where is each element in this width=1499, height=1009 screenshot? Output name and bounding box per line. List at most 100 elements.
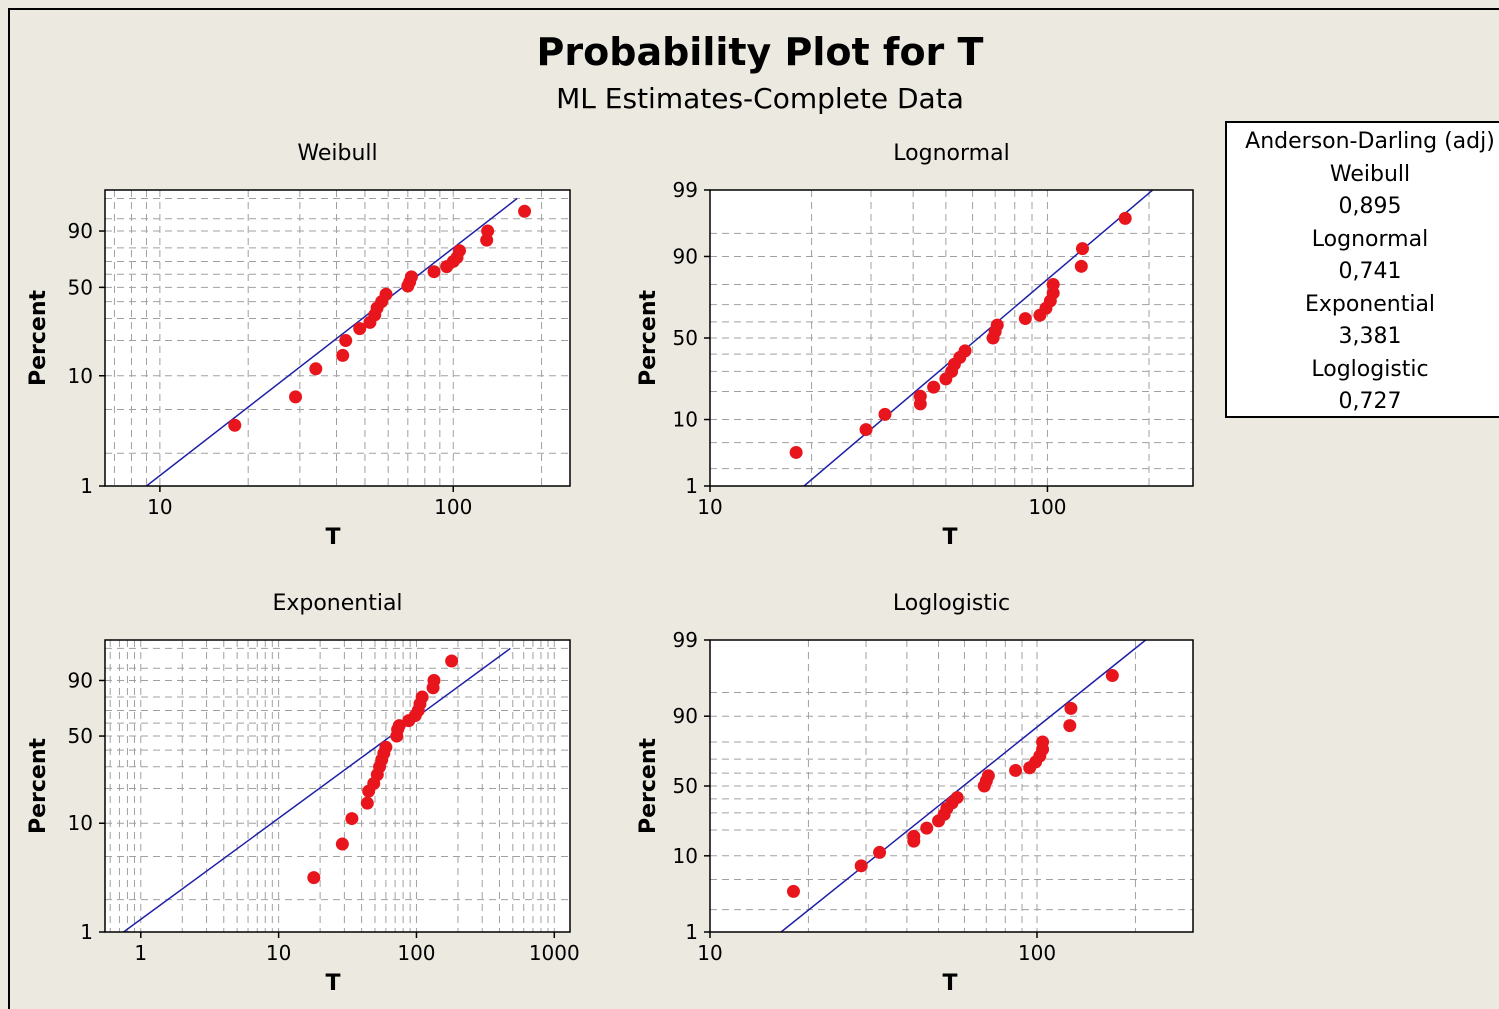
exponential-ytick-label: 1 xyxy=(80,920,93,944)
lognormal-data-point xyxy=(1118,211,1132,225)
exponential-xtick-label: 1000 xyxy=(529,941,580,965)
weibull-data-point xyxy=(228,418,242,432)
weibull-y-axis-label: Percent xyxy=(26,290,51,387)
chart-title: Probability Plot for T xyxy=(536,30,984,74)
loglogistic-data-point xyxy=(786,884,800,898)
legend-name-loglogistic: Loglogistic xyxy=(1311,356,1429,382)
exponential-data-point xyxy=(360,796,374,810)
exponential-xtick-label: 100 xyxy=(397,941,435,965)
exponential-y-axis-label: Percent xyxy=(26,738,51,835)
exponential-data-point xyxy=(445,654,459,668)
loglogistic-data-point xyxy=(1036,735,1050,749)
lognormal-xtick-label: 10 xyxy=(697,495,722,519)
loglogistic-ytick-label: 90 xyxy=(673,704,698,728)
lognormal-data-point xyxy=(789,445,803,459)
lognormal-ytick-label: 1 xyxy=(685,474,698,498)
lognormal-data-point xyxy=(927,380,941,394)
weibull-data-point xyxy=(336,348,350,362)
exponential-panel-title: Exponential xyxy=(272,591,402,616)
weibull-data-point xyxy=(339,334,353,348)
legend-value-lognormal: 0,741 xyxy=(1338,259,1402,284)
loglogistic-data-point xyxy=(854,859,868,873)
loglogistic-xtick-label: 10 xyxy=(697,941,722,965)
weibull-ytick-label: 90 xyxy=(68,219,93,243)
lognormal-x-axis-label: T xyxy=(942,525,957,550)
exponential-data-point xyxy=(415,690,429,704)
exponential-fit-line xyxy=(123,647,511,932)
exponential-ytick-label: 10 xyxy=(68,811,93,835)
lognormal-fit-line xyxy=(803,190,1154,486)
lognormal-data-point xyxy=(878,407,892,421)
lognormal-data-point xyxy=(1074,259,1088,273)
lognormal-data-point xyxy=(1018,312,1032,326)
weibull-plot-border xyxy=(104,189,571,487)
loglogistic-xtick-label: 100 xyxy=(1018,941,1056,965)
weibull-ytick-label: 1 xyxy=(80,474,93,498)
exponential-data-point xyxy=(427,673,441,687)
weibull-xtick-label: 10 xyxy=(147,495,172,519)
weibull-data-point xyxy=(427,265,441,279)
legend-name-exponential: Exponential xyxy=(1304,291,1436,317)
legend-value-weibull: 0,895 xyxy=(1338,194,1402,219)
loglogistic-ytick-label: 50 xyxy=(673,774,698,798)
exponential-data-point xyxy=(335,837,349,851)
weibull-data-point xyxy=(452,244,466,258)
exponential-data-point xyxy=(392,719,406,733)
lognormal-y-axis-label: Percent xyxy=(636,290,661,387)
lognormal-panel-title: Lognormal xyxy=(893,141,1009,166)
loglogistic-data-point xyxy=(1063,719,1077,733)
lognormal-xtick-label: 100 xyxy=(1028,495,1066,519)
weibull-data-point xyxy=(289,390,303,404)
legend-value-loglogistic: 0,727 xyxy=(1338,389,1402,414)
loglogistic-x-axis-label: T xyxy=(942,971,957,996)
exponential-plot-border xyxy=(104,639,571,933)
exponential-x-axis-label: T xyxy=(325,971,340,996)
lognormal-data-point xyxy=(913,389,927,403)
weibull-data-point xyxy=(379,287,393,301)
loglogistic-ytick-label: 10 xyxy=(673,844,698,868)
loglogistic-ytick-label: 1 xyxy=(685,920,698,944)
loglogistic-data-point xyxy=(920,821,934,835)
weibull-x-axis-label: T xyxy=(325,525,340,550)
weibull-ytick-label: 10 xyxy=(68,364,93,388)
exponential-data-point xyxy=(379,740,393,754)
legend-value-exponential: 3,381 xyxy=(1338,324,1402,349)
lognormal-data-point xyxy=(859,423,873,437)
lognormal-ytick-label: 90 xyxy=(673,244,698,268)
lognormal-ytick-label: 10 xyxy=(673,408,698,432)
legend-name-weibull: Weibull xyxy=(1329,161,1411,187)
loglogistic-ytick-label: 99 xyxy=(673,628,698,652)
exponential-data-point xyxy=(307,871,321,885)
weibull-data-point xyxy=(353,322,367,336)
loglogistic-data-point xyxy=(1009,763,1023,777)
anderson-darling-legend: Anderson-Darling (adj) Weibull 0,895 Log… xyxy=(1225,121,1499,418)
exponential-ytick-label: 90 xyxy=(68,668,93,692)
weibull-data-point xyxy=(481,224,495,238)
lognormal-data-point xyxy=(1046,277,1060,291)
chart-frame xyxy=(8,8,1499,1009)
loglogistic-data-point xyxy=(981,769,995,783)
weibull-panel-title: Weibull xyxy=(297,141,377,166)
exponential-plot-area xyxy=(105,640,570,932)
exponential-ytick-label: 50 xyxy=(68,724,93,748)
weibull-data-point xyxy=(518,204,532,218)
loglogistic-data-point xyxy=(1105,669,1119,683)
loglogistic-y-axis-label: Percent xyxy=(636,738,661,835)
lognormal-data-point xyxy=(1075,242,1089,256)
lognormal-data-point xyxy=(990,318,1004,332)
exponential-xtick-label: 1 xyxy=(134,941,147,965)
loglogistic-data-point xyxy=(1064,701,1078,715)
weibull-data-point xyxy=(404,270,418,284)
exponential-data-point xyxy=(345,812,359,826)
loglogistic-panel-title: Loglogistic xyxy=(893,591,1010,616)
loglogistic-data-point xyxy=(907,829,921,843)
legend-heading: Anderson-Darling (adj) xyxy=(1245,129,1495,154)
loglogistic-data-point xyxy=(950,791,964,805)
lognormal-data-point xyxy=(958,344,972,358)
exponential-xtick-label: 10 xyxy=(266,941,291,965)
weibull-data-point xyxy=(309,362,323,376)
chart-subtitle: ML Estimates-Complete Data xyxy=(556,82,964,115)
weibull-xtick-label: 100 xyxy=(434,495,472,519)
lognormal-ytick-label: 50 xyxy=(673,326,698,350)
